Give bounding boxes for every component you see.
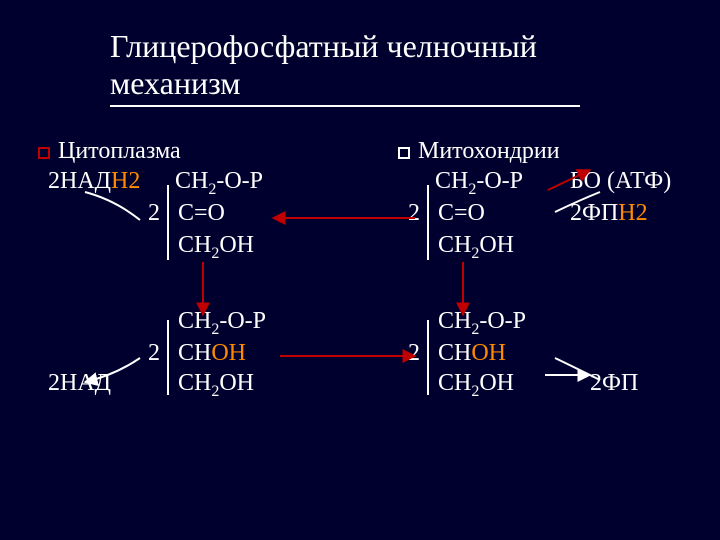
right-mol1-l3: СН2ОН [438, 232, 514, 263]
left-header-text: Цитоплазма [58, 138, 181, 164]
left-mol1-l1: СН2-О-Р [175, 168, 263, 199]
right-mol1-l1: СН2-О-Р [435, 168, 523, 199]
left-mol2-l3: СН2ОН [178, 370, 254, 401]
right-mol2-l3: СН2ОН [438, 370, 514, 401]
label: СН [438, 340, 471, 366]
title-line-2: механизм [110, 65, 241, 101]
left-nadh2: 2НАДН2 [48, 168, 140, 195]
right-coef2: 2 [408, 340, 420, 367]
label: 2НАД [48, 168, 111, 194]
label-highlight: Н2 [618, 200, 647, 226]
left-header: Цитоплазма [38, 138, 181, 165]
right-header: Митохондрии [398, 138, 560, 165]
title-line-1: Глицерофосфатный челночный [110, 28, 537, 64]
left-curve-top [85, 192, 140, 220]
right-fph2: 2ФПН2 [570, 200, 648, 227]
right-fp: 2ФП [590, 370, 638, 397]
left-mol1-l3: СН2ОН [178, 232, 254, 263]
right-coef1: 2 [408, 200, 420, 227]
slide-title: Глицерофосфатный челночный механизм [110, 28, 537, 102]
label-highlight: ОН [471, 340, 506, 366]
right-mol2-l1: СН2-О-Р [438, 308, 526, 339]
left-coef2: 2 [148, 340, 160, 367]
right-mol1-l2: С=О [438, 200, 485, 227]
right-bo: БО (АТФ) [570, 168, 671, 195]
left-coef1: 2 [148, 200, 160, 227]
bullet-icon [38, 147, 50, 159]
left-mol2-l2: СНОН [178, 340, 246, 367]
left-mol1-l2: С=О [178, 200, 225, 227]
bullet-icon [398, 147, 410, 159]
label-highlight: ОН [211, 340, 246, 366]
right-mol2-l2: СНОН [438, 340, 506, 367]
label-highlight: Н2 [111, 168, 140, 194]
left-mol2-l1: СН2-О-Р [178, 308, 266, 339]
label: 2ФП [570, 200, 618, 226]
label: СН [178, 340, 211, 366]
left-nad: 2НАД [48, 370, 111, 397]
right-header-text: Митохондрии [418, 138, 560, 164]
